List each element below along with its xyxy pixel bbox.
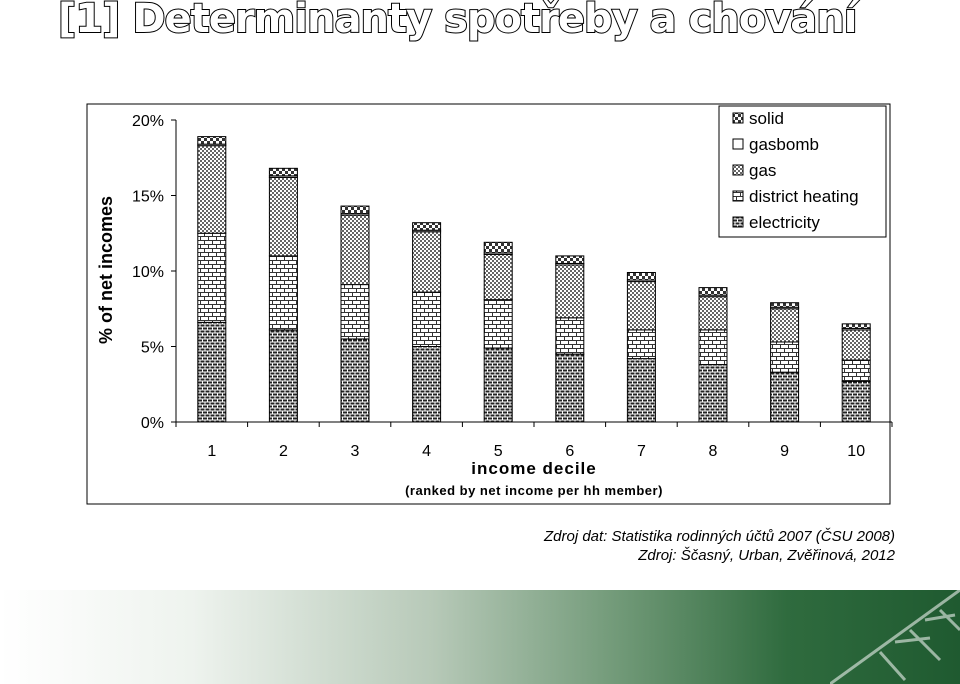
bar-segment-gas xyxy=(626,281,656,331)
bar-segment-electricity xyxy=(841,380,871,423)
x-tick-label: 5 xyxy=(494,443,503,460)
stacked-bar-chart: % of net incomes 0% 5% 10% 15% 20% 1 2 3 4 5 6 7 8 9… xyxy=(86,103,893,505)
bar-segment-electricity xyxy=(770,371,800,423)
bar-segment-electricity xyxy=(197,321,227,423)
bar-segment-solid xyxy=(698,287,728,296)
bar-segment-district-heating xyxy=(555,317,585,355)
bar-segment-gas xyxy=(770,308,800,343)
bar-segment-gas xyxy=(698,296,728,331)
bar-segment-electricity xyxy=(268,329,298,423)
bar-segment-solid xyxy=(340,205,370,215)
bar-segment-district-heating xyxy=(268,255,298,331)
x-tick-label: 9 xyxy=(780,443,789,460)
legend-label: electricity xyxy=(749,213,820,232)
legend: solid gasbomb gas district heating electrici… xyxy=(718,105,887,238)
source-data-note: Zdroj dat: Statistika rodinných účtů 200… xyxy=(543,528,895,545)
x-tick-label: 8 xyxy=(709,443,718,460)
y-tick-label: 0% xyxy=(141,415,164,432)
x-tick-label: 10 xyxy=(847,443,865,460)
footer-leaf-decoration xyxy=(830,590,960,684)
bar-segment-district-heating xyxy=(841,359,871,382)
bar-segment-district-heating xyxy=(770,341,800,373)
y-tick-label: 5% xyxy=(141,340,164,357)
slide-title: [1] Determinanty spotřeby a chování xyxy=(57,0,858,43)
bar-segment-gas xyxy=(197,145,227,234)
x-tick-label: 1 xyxy=(207,443,216,460)
bar-segment-gas xyxy=(555,264,585,319)
legend-box xyxy=(718,105,887,238)
legend-swatch-gas xyxy=(732,164,744,176)
bar-segment-solid xyxy=(555,255,585,264)
y-axis-label: % of net incomes xyxy=(96,196,116,344)
bar-segment-electricity xyxy=(626,358,656,423)
legend-label: district heating xyxy=(749,187,859,206)
legend-swatch-solid xyxy=(732,112,744,124)
bar-segment-electricity xyxy=(340,338,370,423)
bar-segment-district-heating xyxy=(483,299,513,349)
bar-segment-solid xyxy=(626,272,656,281)
x-axis: 1 2 3 4 5 6 7 8 9 10 xyxy=(175,422,893,460)
bar-segment-electricity xyxy=(483,347,513,423)
y-tick-label: 20% xyxy=(132,113,164,130)
x-tick-label: 2 xyxy=(279,443,288,460)
legend-swatch-gasbomb xyxy=(732,138,744,150)
bar-segment-electricity xyxy=(412,346,442,423)
legend-swatch-electricity xyxy=(732,216,744,228)
footer-gradient-band xyxy=(0,590,960,684)
bar-segment-solid xyxy=(841,323,871,329)
bar-segment-gas xyxy=(268,176,298,257)
bar-segment-gas xyxy=(340,214,370,286)
bars-group xyxy=(197,136,871,423)
bar-segment-district-heating xyxy=(197,232,227,323)
bar-segment-electricity xyxy=(555,353,585,423)
x-axis-label: income decile xyxy=(471,459,596,478)
bar-segment-district-heating xyxy=(626,329,656,360)
plot-area-frame xyxy=(86,103,891,505)
bar-segment-district-heating xyxy=(412,291,442,348)
bar-segment-district-heating xyxy=(340,284,370,340)
legend-swatch-district-heating xyxy=(732,190,744,202)
x-tick-label: 7 xyxy=(637,443,646,460)
x-tick-label: 4 xyxy=(422,443,431,460)
bar-segment-electricity xyxy=(698,364,728,423)
bar-segment-gas xyxy=(841,329,871,361)
bar-segment-gas xyxy=(412,231,442,293)
x-tick-label: 6 xyxy=(565,443,574,460)
y-axis: 0% 5% 10% 15% 20% xyxy=(132,113,176,432)
x-tick-label: 3 xyxy=(351,443,360,460)
bar-segment-solid xyxy=(483,241,513,254)
bar-segment-solid xyxy=(197,136,227,145)
x-axis-sublabel: (ranked by net income per hh member) xyxy=(405,483,663,498)
legend-label: gasbomb xyxy=(749,135,819,154)
legend-label: gas xyxy=(749,161,776,180)
y-tick-label: 15% xyxy=(132,189,164,206)
bar-segment-solid xyxy=(268,167,298,177)
source-authors-note: Zdroj: Ščasný, Urban, Zvěřinová, 2012 xyxy=(638,547,895,564)
legend-label: solid xyxy=(749,109,784,128)
y-tick-label: 10% xyxy=(132,264,164,281)
bar-segment-solid xyxy=(770,302,800,308)
bar-segment-gas xyxy=(483,253,513,301)
bar-segment-district-heating xyxy=(698,329,728,366)
bar-segment-solid xyxy=(412,222,442,231)
